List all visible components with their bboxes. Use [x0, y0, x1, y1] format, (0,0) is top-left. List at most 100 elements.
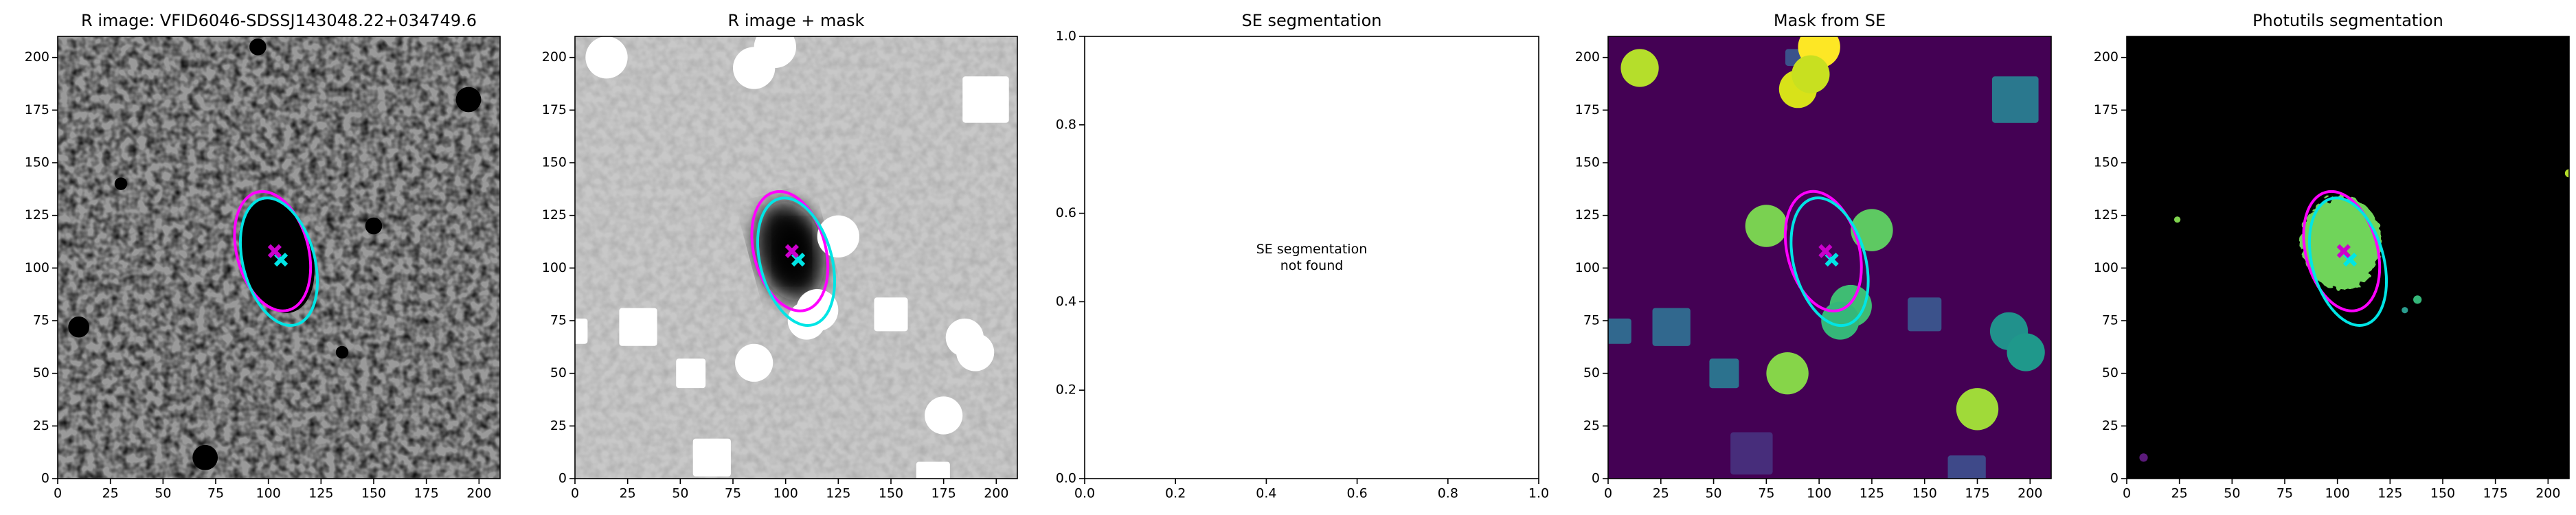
x-tick-label: 175: [414, 486, 439, 501]
x-tick-label: 0.4: [1256, 486, 1276, 501]
x-tick-label: 25: [2171, 486, 2188, 501]
x-tick-label: 175: [931, 486, 956, 501]
y-tick-label: 200: [1575, 49, 1600, 65]
mask-region: [945, 318, 984, 357]
x-tick-label: 25: [1653, 486, 1669, 501]
x-tick-label: 50: [2224, 486, 2240, 501]
panel: Photutils segmentation 0 25 50 75 100 125 150 17…: [2094, 11, 2570, 501]
x-tick-label: 100: [773, 486, 798, 501]
x-tick-label: 0: [2123, 486, 2131, 501]
mask-region: [619, 308, 657, 346]
mask-region: [1992, 76, 2039, 123]
x-tick-label: 75: [2276, 486, 2293, 501]
segment: [2174, 216, 2181, 223]
y-tick-label: 25: [2102, 418, 2119, 433]
y-tick-label: 75: [33, 313, 49, 328]
y-tick-label: 125: [542, 207, 567, 222]
x-tick-label: 150: [2430, 486, 2455, 501]
y-tick-label: 100: [25, 260, 49, 275]
plot-area: [1608, 36, 2051, 479]
star: [192, 444, 218, 470]
y-tick-label: 175: [2094, 102, 2119, 117]
y-tick-label: 200: [25, 49, 49, 65]
x-tick-label: 50: [155, 486, 171, 501]
mask-region: [676, 358, 706, 389]
center-marker: [784, 244, 799, 258]
mask-region: [733, 47, 776, 89]
y-tick-label: 125: [25, 207, 49, 222]
y-tick-label: 200: [542, 49, 567, 65]
mask-region: [1792, 55, 1830, 93]
x-tick-label: 0.0: [1074, 486, 1095, 501]
x-tick-label: 100: [1807, 486, 1831, 501]
axes-frame: [57, 36, 501, 479]
x-tick-label: 75: [725, 486, 741, 501]
mask-region: [874, 297, 908, 332]
axes-frame: [1607, 36, 2052, 479]
y-tick-label: 175: [1575, 102, 1600, 117]
panel: SE segmentation not found SE segmentation 0…: [1056, 11, 1549, 501]
x-tick-label: 175: [1965, 486, 1989, 501]
x-tick-label: 25: [102, 486, 119, 501]
aperture-ellipse: [2307, 196, 2388, 327]
panel: R image: VFID6046-SDSSJ143048.22+034749.…: [25, 11, 501, 501]
mask-region: [692, 438, 731, 477]
center-marker: [1818, 244, 1833, 258]
y-tick-label: 100: [2094, 260, 2119, 275]
mask-region: [1652, 308, 1691, 346]
x-tick-label: 0.6: [1346, 486, 1367, 501]
y-tick-label: 0: [558, 471, 567, 486]
x-tick-label: 200: [2535, 486, 2560, 501]
y-tick-label: 75: [550, 313, 567, 328]
mask-region: [1766, 352, 1809, 395]
x-tick-label: 0: [1604, 486, 1612, 501]
y-tick-label: 0.4: [1056, 294, 1076, 309]
x-tick-label: 175: [2483, 486, 2508, 501]
panel-title: Photutils segmentation: [2252, 11, 2443, 30]
x-tick-label: 50: [672, 486, 688, 501]
x-tick-label: 125: [308, 486, 333, 501]
x-tick-label: 200: [984, 486, 1008, 501]
plot-area: [58, 36, 500, 479]
y-tick-label: 100: [542, 260, 567, 275]
y-tick-label: 1.0: [1056, 29, 1076, 44]
annotation: SE segmentation not found: [1256, 242, 1367, 273]
y-tick-label: 150: [2094, 155, 2119, 170]
y-tick-label: 50: [2102, 365, 2119, 380]
star: [455, 87, 482, 113]
aperture-ellipse: [750, 190, 830, 312]
mask-region: [916, 461, 950, 479]
star: [335, 345, 349, 359]
y-tick-label: 125: [1575, 207, 1600, 222]
y-tick-label: 25: [550, 418, 567, 433]
y-tick-label: 0.0: [1056, 471, 1076, 486]
x-tick-label: 150: [879, 486, 903, 501]
y-tick-label: 150: [1575, 155, 1600, 170]
segment: [2139, 453, 2148, 462]
aperture-ellipse: [756, 196, 837, 327]
star: [68, 316, 89, 338]
x-tick-label: 1.0: [1528, 486, 1549, 501]
x-tick-label: 125: [1860, 486, 1884, 501]
y-tick-label: 50: [1583, 365, 1600, 380]
panel: R image + mask 0 25 50 75 100 125 150 175 200 0 25 5…: [542, 11, 1018, 501]
y-tick-label: 175: [25, 102, 49, 117]
y-tick-label: 50: [33, 365, 49, 380]
axes-frame: [574, 36, 1018, 479]
mask-region: [1745, 205, 1788, 247]
x-tick-label: 100: [2325, 486, 2350, 501]
x-tick-label: 50: [1705, 486, 1721, 501]
x-tick-label: 125: [826, 486, 850, 501]
panel-title: R image + mask: [728, 11, 865, 30]
y-tick-label: 0.2: [1056, 382, 1076, 398]
mask-region: [1956, 388, 1999, 431]
segment: [2413, 295, 2422, 304]
panel: Mask from SE 0 25 50 75 100 125 150 175 200 0 25 50 7…: [1575, 11, 2052, 501]
panel-title: SE segmentation: [1242, 11, 1382, 30]
y-tick-label: 50: [550, 365, 567, 380]
y-tick-label: 100: [1575, 260, 1600, 275]
y-tick-label: 175: [542, 102, 567, 117]
axes-frame: [1084, 36, 1539, 479]
x-tick-label: 75: [1758, 486, 1774, 501]
star: [365, 217, 383, 235]
